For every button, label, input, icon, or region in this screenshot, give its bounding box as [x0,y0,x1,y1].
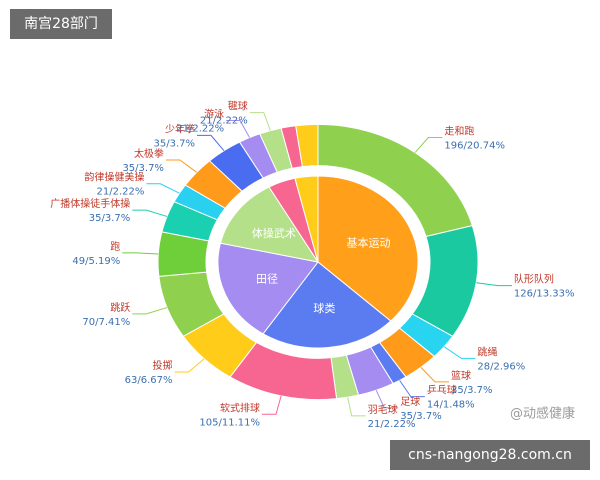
inner-label: 基本运动 [347,235,391,249]
segment-label: 队形队列 [514,273,554,286]
value-label: 21/2.22% [200,116,248,127]
leader-line [262,395,282,415]
value-label: 14/1.48% [427,400,475,411]
value-label: 196/20.74% [444,141,505,152]
inner-label: 球类 [313,301,335,315]
watermark: @动感健康 [510,406,575,422]
segment-label: 游泳 [204,108,224,121]
leader-line [146,183,180,194]
outer-segment [295,123,319,168]
leader-line [226,120,250,138]
leader-line [122,252,159,255]
value-label: 21/2.22% [176,124,224,135]
value-label: 35/3.7% [154,138,196,149]
badge: 南宫28部门 [24,16,98,32]
value-label: 21/2.22% [97,187,145,198]
value-label: 35/3.7% [400,411,442,422]
value-label: 105/11.11% [199,417,260,428]
segment-label: 乒乓球 [427,384,457,397]
segment-label: 毽球 [228,100,248,113]
segment-label: 跳跃 [110,301,130,314]
segment-label: 软式排球 [220,401,260,414]
leader-line [249,112,271,131]
leader-line [414,137,443,153]
value-label: 28/2.96% [477,361,525,372]
segment-label: 广播体操徒手体操 [50,197,130,210]
inner-segment [217,242,319,335]
badge-bg [10,9,112,39]
leader-line [347,397,366,417]
segment-label: 韵律操健美操 [84,171,144,184]
inner-label: 田径 [256,273,278,286]
footer: cns-nangong28.com.cn [408,447,572,463]
segment-label: 走和跑 [444,125,474,138]
value-label: 63/6.67% [125,375,173,386]
leader-line [197,134,225,152]
value-label: 35/3.7% [89,213,131,224]
leader-line [132,209,168,217]
segment-label: 太极拳 [134,147,164,160]
value-label: 70/7.41% [82,317,130,328]
segment-label: 少年拳 [165,122,195,135]
leader-line [420,367,449,383]
segment-label: 足球 [400,395,420,408]
value-label: 49/5.19% [72,256,120,267]
value-label: 35/3.7% [122,163,164,174]
leader-line [476,282,512,287]
inner-label: 体操武术 [252,226,296,240]
segment-label: 跑 [110,240,120,253]
value-label: 126/13.33% [514,289,575,300]
inner-segment [294,175,319,263]
segment-label: 羽毛球 [368,403,398,416]
inner-segment [262,261,392,349]
leader-line [165,159,197,173]
leader-line [132,307,168,315]
value-label: 21/2.22% [368,419,416,430]
segment-label: 篮球 [451,369,471,382]
inner-segment [317,175,419,322]
leader-line [375,389,399,409]
leader-line [174,358,205,373]
value-label: 35/3.7% [451,385,493,396]
footer-bg [390,440,590,470]
leader-line [399,380,425,398]
segment-label: 投掷 [153,359,173,372]
leader-line [443,346,476,359]
segment-label: 跳绳 [477,345,497,358]
